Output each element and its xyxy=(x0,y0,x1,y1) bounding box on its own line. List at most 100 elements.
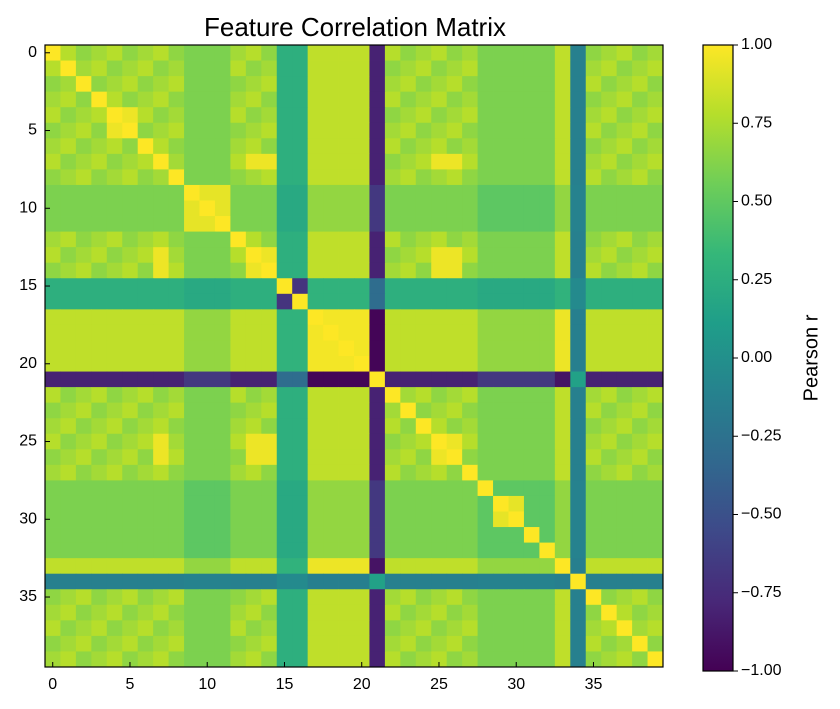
cell xyxy=(91,402,108,419)
cell xyxy=(616,449,633,466)
cell xyxy=(523,558,540,575)
cell xyxy=(354,589,370,606)
cell xyxy=(307,60,324,77)
cell xyxy=(245,45,262,61)
cell xyxy=(307,402,324,419)
cell xyxy=(276,356,293,372)
cell xyxy=(493,449,509,466)
cell xyxy=(261,122,278,139)
cell xyxy=(338,340,355,357)
cell xyxy=(632,635,648,652)
cell xyxy=(75,169,92,186)
cell xyxy=(214,262,231,279)
cell xyxy=(153,604,169,621)
cell xyxy=(431,91,448,108)
cell xyxy=(137,635,154,652)
cell xyxy=(585,45,602,61)
cell xyxy=(261,45,278,61)
cell xyxy=(245,635,262,652)
cell xyxy=(122,558,139,575)
cell xyxy=(493,573,509,590)
cell xyxy=(168,464,185,481)
cell xyxy=(323,433,339,450)
cell xyxy=(245,278,262,295)
cell xyxy=(75,356,92,372)
cell xyxy=(369,340,386,357)
cell xyxy=(199,169,216,186)
cell xyxy=(493,635,509,652)
cell xyxy=(245,169,262,186)
cell xyxy=(554,356,571,372)
cell xyxy=(153,558,169,575)
cell xyxy=(122,527,139,543)
cell xyxy=(199,340,216,357)
cell xyxy=(585,651,602,668)
cell xyxy=(45,76,61,93)
cell xyxy=(245,122,262,139)
cell xyxy=(106,527,123,543)
cell xyxy=(45,262,61,279)
cell xyxy=(632,60,648,77)
cell xyxy=(400,620,417,637)
cell xyxy=(616,60,633,77)
cell xyxy=(261,604,278,621)
cell xyxy=(585,247,602,264)
cell xyxy=(153,231,169,248)
cell xyxy=(292,480,309,497)
cell xyxy=(184,200,200,217)
cell xyxy=(45,216,61,232)
cell xyxy=(632,418,648,435)
cell xyxy=(168,433,185,450)
cell xyxy=(632,138,648,155)
cell xyxy=(261,184,278,201)
cell xyxy=(168,620,185,637)
cell xyxy=(354,45,370,61)
cell xyxy=(508,589,525,606)
cell xyxy=(647,542,664,559)
cell xyxy=(60,402,77,419)
cell xyxy=(384,324,401,341)
cell xyxy=(601,231,618,248)
cell xyxy=(323,340,339,357)
cell xyxy=(493,309,509,326)
cell xyxy=(369,573,386,590)
cell xyxy=(585,200,602,217)
cell xyxy=(338,635,355,652)
cell xyxy=(523,247,540,264)
cell xyxy=(601,247,618,264)
cell xyxy=(446,122,463,139)
cell xyxy=(153,122,169,139)
cell xyxy=(75,620,92,637)
cell xyxy=(292,45,309,61)
cell xyxy=(570,293,587,310)
cell xyxy=(307,184,324,201)
cell xyxy=(338,495,355,512)
cell xyxy=(431,356,448,372)
cell xyxy=(323,620,339,637)
cell xyxy=(122,309,139,326)
cell xyxy=(508,464,525,481)
cell xyxy=(477,387,494,404)
cell xyxy=(153,324,169,341)
cell xyxy=(214,293,231,310)
cell xyxy=(446,216,463,232)
cell xyxy=(75,231,92,248)
cell xyxy=(245,620,262,637)
cell xyxy=(601,216,618,232)
cell xyxy=(632,216,648,232)
cell xyxy=(122,216,139,232)
cell xyxy=(75,340,92,357)
cell xyxy=(601,433,618,450)
cell xyxy=(137,464,154,481)
cell xyxy=(122,60,139,77)
cell xyxy=(616,387,633,404)
cell xyxy=(616,76,633,93)
cell xyxy=(431,418,448,435)
cell xyxy=(338,278,355,295)
cell xyxy=(245,573,262,590)
cell xyxy=(45,604,61,621)
cell xyxy=(415,324,432,341)
cell xyxy=(122,402,139,419)
cell xyxy=(307,387,324,404)
cell xyxy=(523,433,540,450)
